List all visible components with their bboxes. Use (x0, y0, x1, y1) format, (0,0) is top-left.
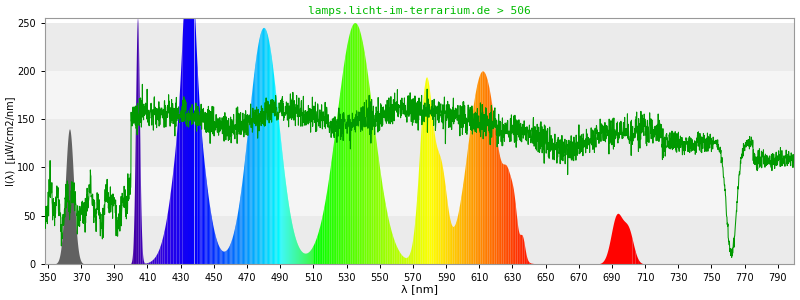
Bar (45, 216, 794, 264)
Bar (45, 71, 794, 119)
Bar (45, 22, 794, 71)
Bar (45, 119, 794, 167)
Title: lamps.licht-im-terrarium.de > 506: lamps.licht-im-terrarium.de > 506 (308, 6, 531, 16)
X-axis label: λ [nm]: λ [nm] (401, 284, 438, 294)
Y-axis label: I(λ)  [µW/cm2/nm]: I(λ) [µW/cm2/nm] (6, 96, 15, 186)
Bar (45, 167, 794, 216)
